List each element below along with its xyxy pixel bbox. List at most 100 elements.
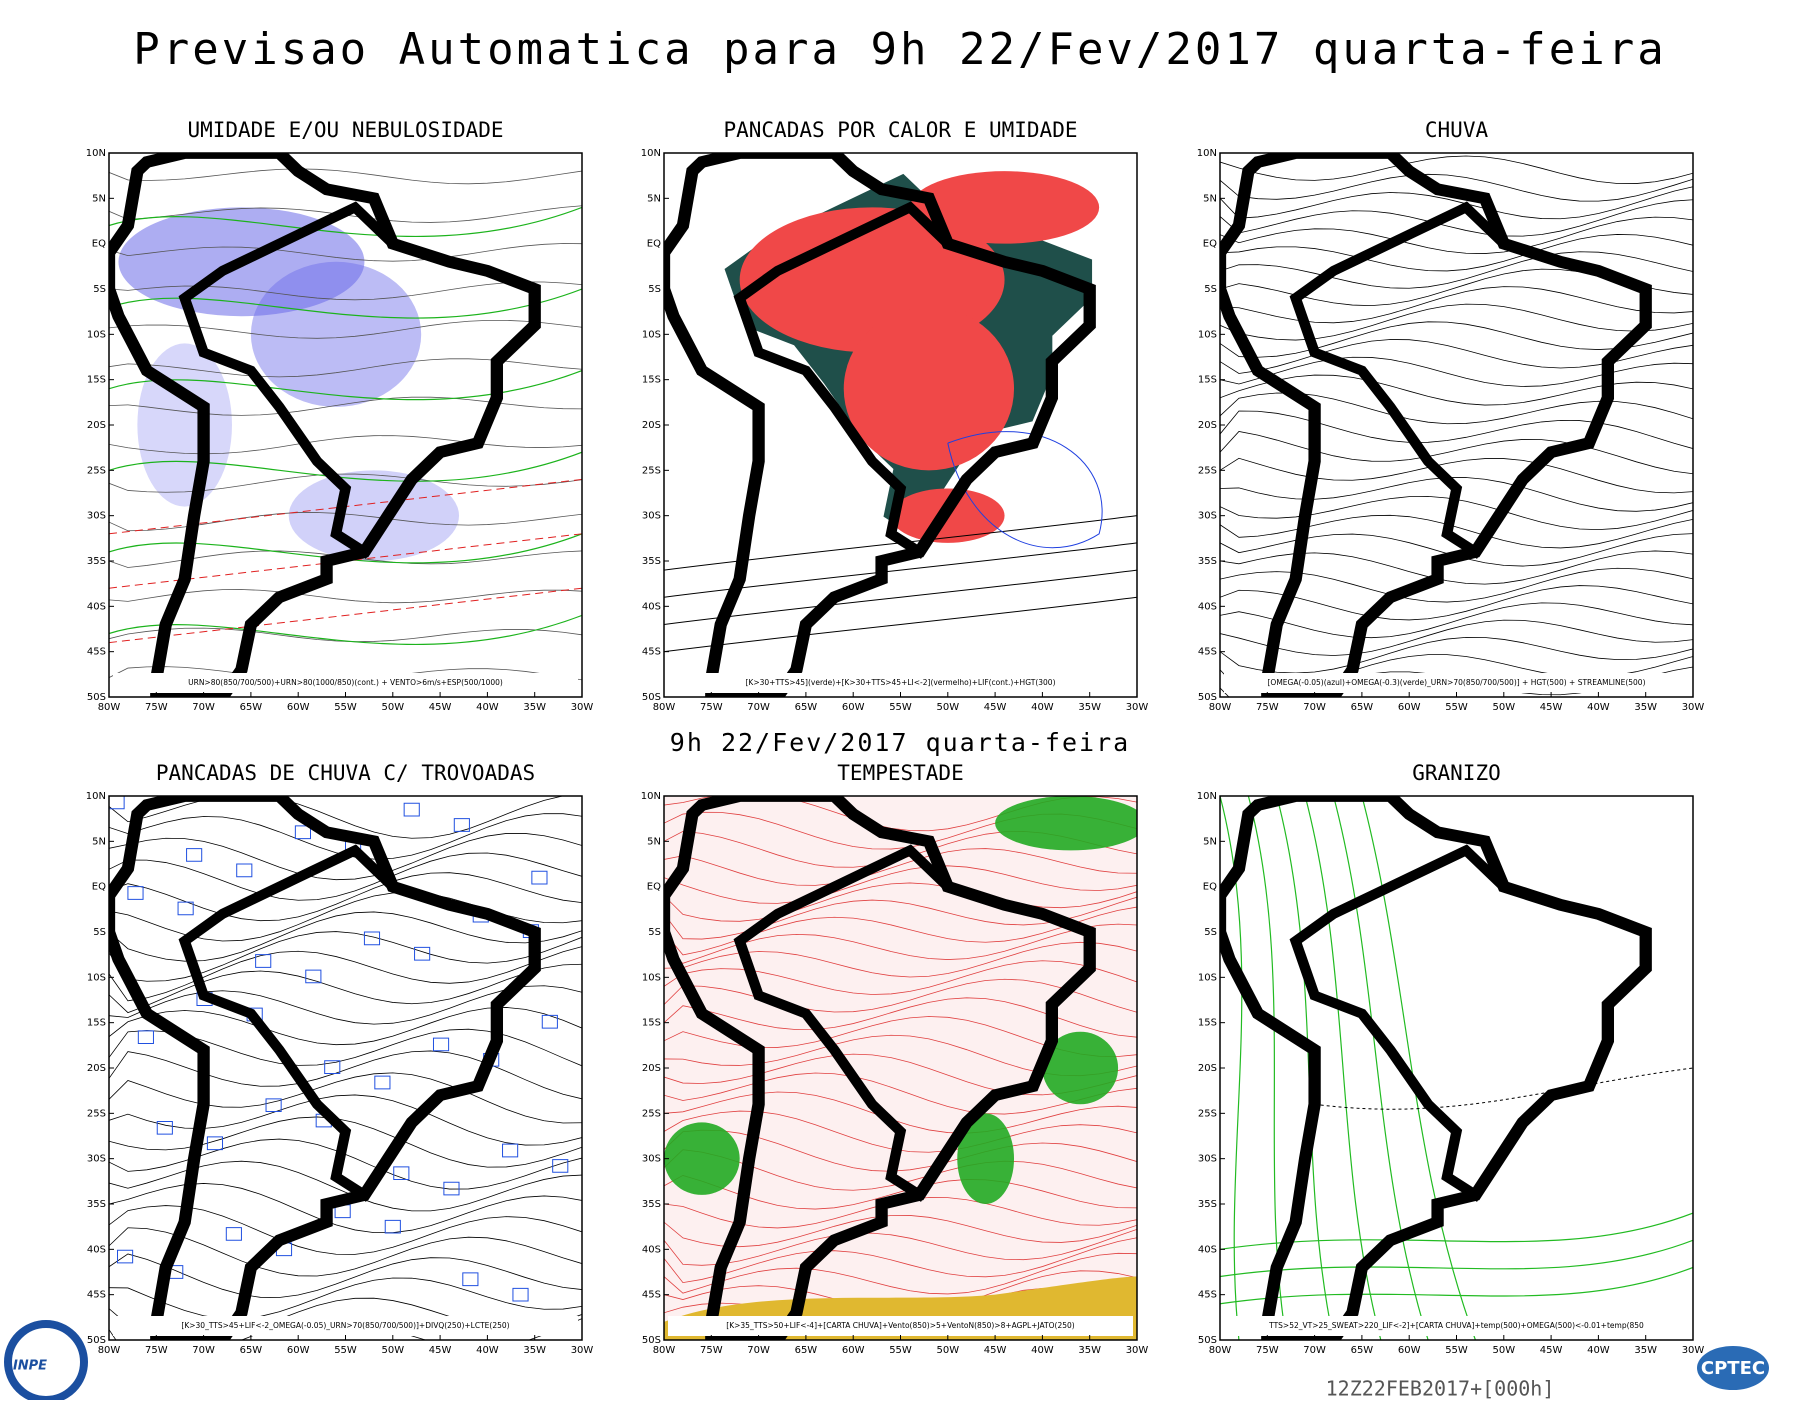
rain-cell — [207, 1137, 222, 1150]
streamline — [1220, 252, 1693, 289]
lat-label: 5S — [1204, 284, 1217, 295]
map-panel: GRANIZO TTS>52_VT>25_SWEAT>220_LIF<-2]+[C… — [1197, 761, 1705, 1356]
lat-label: 10S — [87, 329, 106, 340]
contour — [1362, 796, 1476, 1340]
lat-label: 40S — [1198, 601, 1217, 612]
panel-title: PANCADAS DE CHUVA C/ TROVOADAS — [156, 761, 535, 785]
streamline — [664, 1073, 1137, 1114]
lon-label: 55W — [1445, 1345, 1468, 1356]
streamline — [1220, 304, 1693, 340]
lat-label: 10N — [641, 791, 661, 802]
lat-label: 10N — [86, 791, 106, 802]
cptec-logo: CPTEC — [1697, 1346, 1769, 1390]
panel-title: PANCADAS POR CALOR E UMIDADE — [723, 118, 1077, 142]
lat-label: 40S — [87, 1244, 106, 1255]
rain-cell — [433, 1038, 448, 1051]
rain-cell — [187, 849, 202, 862]
lon-label: 75W — [700, 1345, 723, 1356]
rain-cell — [385, 1220, 400, 1233]
lat-label: 30S — [87, 1154, 106, 1165]
streamline — [1220, 156, 1693, 184]
lon-label: 55W — [334, 1345, 357, 1356]
lon-label: 35W — [1634, 702, 1657, 713]
lat-label: 20S — [642, 420, 661, 431]
streamline — [664, 1130, 1137, 1171]
panel-title: GRANIZO — [1412, 761, 1501, 785]
rain-cell — [513, 1288, 528, 1301]
rain-cell — [463, 1273, 478, 1286]
lon-label: 75W — [1256, 1345, 1279, 1356]
logo-text: INPE — [13, 1359, 47, 1374]
lon-label: 55W — [1445, 702, 1468, 713]
lon-label: 60W — [287, 702, 310, 713]
lat-label: 5S — [648, 927, 661, 938]
streamline — [109, 1095, 582, 1145]
map-panel: CHUVA [OMEGA(-0.05)(azul)+OMEGA(-0.3)(ver… — [1197, 118, 1705, 713]
lon-label: 30W — [571, 702, 594, 713]
logo-text: CPTEC — [1701, 1358, 1765, 1379]
storm-area — [995, 796, 1137, 851]
streamline — [664, 979, 1137, 1012]
rain-cell — [503, 1144, 518, 1157]
streamline — [109, 1278, 582, 1319]
lon-label: 65W — [240, 702, 263, 713]
streamline — [109, 794, 582, 839]
caption-box — [668, 673, 1133, 693]
streamline — [1220, 637, 1693, 673]
map — [1220, 153, 1693, 697]
rain-cell — [266, 1099, 281, 1112]
streamline — [664, 849, 1137, 886]
lat-label: 35S — [642, 556, 661, 567]
contour — [1220, 1267, 1693, 1303]
streamline — [1220, 217, 1693, 253]
storm-area — [664, 1122, 740, 1195]
lat-label: 5N — [92, 836, 106, 847]
lat-label: 30S — [642, 1154, 661, 1165]
storm-area — [843, 307, 1015, 471]
rain-cell — [532, 871, 547, 884]
map — [109, 794, 582, 1340]
lat-label: EQ — [92, 239, 106, 250]
streamline — [109, 1051, 582, 1099]
streamline — [109, 1254, 582, 1298]
lon-label: 50W — [1492, 702, 1515, 713]
lat-label: 30S — [1198, 1154, 1217, 1165]
lat-label: 10S — [87, 972, 106, 983]
map — [1220, 796, 1693, 1340]
lat-label: 20S — [87, 1063, 106, 1074]
lat-label: EQ — [1203, 882, 1217, 893]
streamline — [664, 961, 1137, 995]
contour — [1315, 1068, 1693, 1109]
streamline — [1220, 200, 1693, 236]
streamline — [109, 833, 582, 879]
lat-label: 40S — [87, 601, 106, 612]
map — [109, 153, 582, 697]
lat-label: 40S — [642, 1244, 661, 1255]
lat-label: 50S — [642, 692, 661, 703]
streamline — [1220, 431, 1693, 473]
streamline — [109, 964, 582, 1012]
map-background — [1220, 153, 1693, 697]
rain-cell — [375, 1076, 390, 1089]
streamline — [1220, 411, 1693, 449]
lat-label: 20S — [1198, 420, 1217, 431]
rain-cell — [454, 819, 469, 832]
lon-label: 70W — [192, 702, 215, 713]
contour — [1220, 1240, 1693, 1276]
streamline — [1220, 603, 1693, 638]
lat-label: EQ — [92, 882, 106, 893]
caption-box — [113, 1316, 578, 1336]
storm-area — [909, 171, 1100, 244]
lon-label: 80W — [653, 702, 676, 713]
lat-label: 5S — [648, 284, 661, 295]
lat-label: 10N — [86, 148, 106, 159]
lon-label: 75W — [700, 702, 723, 713]
lat-label: 20S — [642, 1063, 661, 1074]
lat-label: 25S — [642, 1108, 661, 1119]
lon-label: 80W — [1209, 1345, 1232, 1356]
lon-label: 65W — [795, 702, 818, 713]
caption: [K>30_TTS>45+LIF<-2_OMEGA(-0.05)_URN>70(… — [181, 1321, 509, 1330]
streamline — [664, 1238, 1137, 1283]
lon-label: 55W — [889, 702, 912, 713]
contour — [664, 543, 1137, 597]
